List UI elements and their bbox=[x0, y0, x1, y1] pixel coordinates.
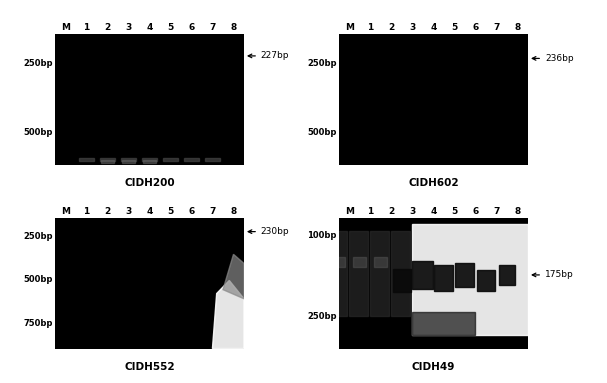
Bar bbox=[392, 231, 410, 316]
Bar bbox=[101, 160, 114, 163]
Bar bbox=[393, 268, 411, 292]
Polygon shape bbox=[223, 254, 244, 299]
Bar bbox=[333, 257, 345, 267]
Bar bbox=[328, 231, 347, 316]
Bar bbox=[184, 158, 198, 161]
Bar bbox=[349, 231, 368, 316]
Polygon shape bbox=[212, 280, 244, 349]
Text: 236bp: 236bp bbox=[532, 54, 574, 63]
Bar bbox=[435, 265, 453, 291]
Text: CIDH200: CIDH200 bbox=[124, 178, 175, 188]
Bar bbox=[121, 158, 135, 161]
Bar bbox=[79, 158, 93, 161]
Bar bbox=[498, 265, 515, 285]
Bar bbox=[205, 158, 220, 161]
Bar bbox=[142, 158, 157, 161]
Bar bbox=[100, 158, 115, 161]
Bar bbox=[412, 224, 528, 336]
Bar bbox=[375, 257, 387, 267]
Text: CIDH49: CIDH49 bbox=[412, 362, 455, 372]
Bar bbox=[455, 263, 475, 287]
Bar bbox=[122, 160, 135, 163]
Bar bbox=[143, 160, 155, 163]
Bar bbox=[412, 312, 475, 336]
Bar bbox=[353, 257, 366, 267]
Text: CIDH552: CIDH552 bbox=[124, 362, 175, 372]
Bar bbox=[477, 270, 495, 291]
Text: 230bp: 230bp bbox=[248, 227, 290, 236]
Bar bbox=[163, 158, 178, 161]
Bar bbox=[412, 260, 433, 289]
Text: 227bp: 227bp bbox=[248, 51, 290, 61]
Text: 175bp: 175bp bbox=[532, 270, 574, 280]
Bar bbox=[370, 231, 389, 316]
Text: CIDH602: CIDH602 bbox=[408, 178, 459, 188]
